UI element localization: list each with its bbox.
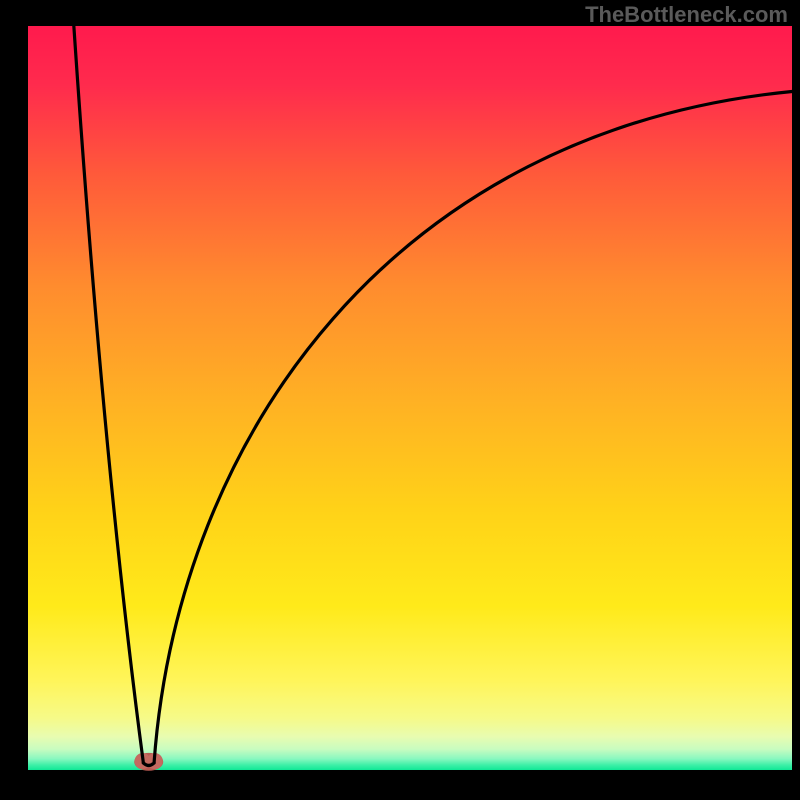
chart-stage: TheBottleneck.com: [0, 0, 800, 800]
plot-background: [28, 26, 792, 770]
watermark-text: TheBottleneck.com: [585, 0, 800, 28]
bottleneck-chart: [0, 0, 800, 800]
